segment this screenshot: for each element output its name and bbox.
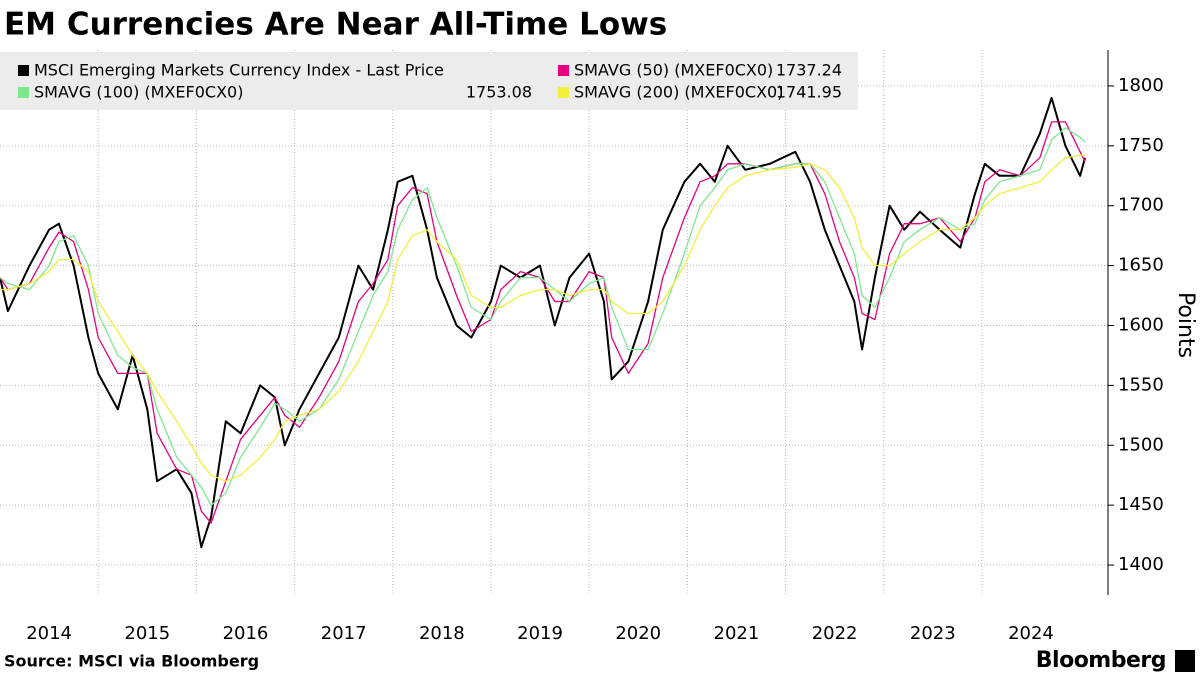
y-tick-label: 1600	[1118, 314, 1164, 335]
legend-label: MSCI Emerging Markets Currency Index - L…	[34, 61, 444, 80]
x-tick-label: 2020	[615, 623, 661, 644]
legend-box	[0, 52, 858, 110]
x-tick-label: 2019	[517, 623, 563, 644]
y-axis-label: Points	[1173, 292, 1198, 358]
chart-title: EM Currencies Are Near All-Time Lows	[4, 7, 667, 43]
plot-area: 1400 1450 1500 1550 1600 1650 1700 1750 1800 2014…	[0, 50, 1164, 644]
legend-label: SMAVG (50) (MXEF0CX0)	[574, 61, 773, 80]
x-tick-label: 2022	[812, 623, 858, 644]
x-tick-label: 2017	[321, 623, 367, 644]
x-tick-label: 2016	[223, 623, 269, 644]
x-tick-label: 2021	[714, 623, 760, 644]
legend-swatch	[558, 87, 569, 98]
x-tick-label: 2018	[419, 623, 465, 644]
y-tick-label: 1450	[1118, 494, 1164, 515]
x-tick-label: 2015	[124, 623, 170, 644]
series-line	[0, 121, 1086, 524]
legend-swatch	[18, 87, 29, 98]
y-tick-label: 1400	[1118, 554, 1164, 575]
series-line	[0, 127, 1086, 506]
y-tick-label: 1750	[1118, 135, 1164, 156]
x-tick-label: 2014	[26, 623, 72, 644]
y-tick-label: 1700	[1118, 195, 1164, 216]
y-tick-label: 1800	[1118, 75, 1164, 96]
brand-icon	[1175, 650, 1195, 672]
y-tick-label: 1500	[1118, 434, 1164, 455]
x-tick-label: 2023	[910, 623, 956, 644]
legend-swatch	[558, 65, 569, 76]
legend-swatch	[18, 65, 29, 76]
legend: MSCI Emerging Markets Currency Index - L…	[18, 61, 842, 102]
y-tick-label: 1550	[1118, 374, 1164, 395]
legend-value: 1737.24	[776, 61, 842, 80]
legend-value: 1753.08	[466, 83, 532, 102]
legend-label: SMAVG (200) (MXEF0CX0)	[574, 83, 783, 102]
legend-label: SMAVG (100) (MXEF0CX0)	[34, 83, 243, 102]
legend-value: 1741.95	[776, 83, 842, 102]
series-line	[0, 154, 1085, 482]
x-tick-label: 2024	[1008, 623, 1054, 644]
series-line	[0, 96, 1086, 549]
brand: Bloomberg	[1036, 648, 1166, 673]
source: Source: MSCI via Bloomberg	[4, 652, 259, 671]
y-tick-label: 1650	[1118, 255, 1164, 276]
